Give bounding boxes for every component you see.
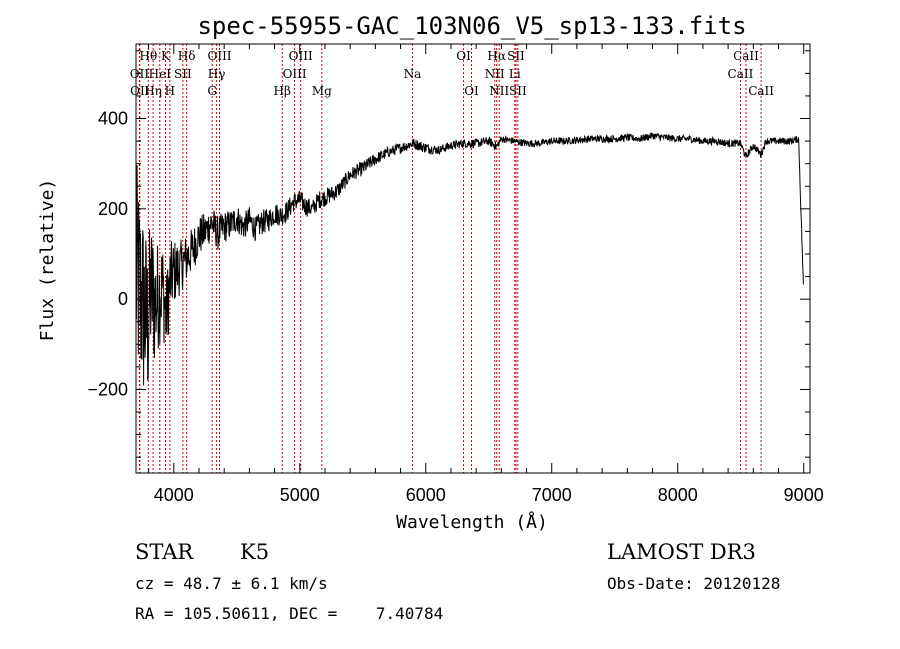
flux-series-line [135, 132, 804, 386]
spectral-line-labels: HθOIIOIIHηHeIKHSIIHδGHγOIIIHβOIIIOIIIMgN… [130, 49, 775, 98]
spectral-line-label: Li [509, 67, 521, 81]
y-tick-label: 200 [98, 199, 128, 219]
spectral-line-label: Hδ [178, 49, 196, 63]
object-class: STAR [135, 540, 194, 564]
spectral-line-label: SII [509, 84, 527, 98]
spectral-line-label: Mg [312, 84, 332, 98]
spectral-line-label: OIII [283, 67, 307, 81]
plot-frame [135, 43, 811, 474]
spectral-line-label: CaII [748, 84, 774, 98]
spectral-line-label: Hθ [139, 49, 157, 63]
spectral-line-label: OIII [289, 49, 313, 63]
redshift-readout: cz = 48.7 ± 6.1 km/s [135, 574, 328, 593]
x-tick-label: 9000 [784, 485, 824, 505]
spectral-line-label: G [207, 84, 217, 98]
spectral-line-label: Hβ [274, 84, 291, 98]
spectral-line-label: CaII [728, 67, 754, 81]
spectral-line-label: SII [507, 49, 525, 63]
coordinates: RA = 105.50611, DEC = 7.40784 [135, 604, 444, 623]
x-tick-label: 7000 [532, 485, 572, 505]
axes: 4000 5000 6000 7000 8000 9000 −200 0 200 400 [87, 43, 824, 505]
x-tick-label: 4000 [154, 485, 194, 505]
spectral-line-label: NII [489, 84, 509, 98]
spectral-line-label: SII [174, 67, 192, 81]
spectral-line-label: K [161, 49, 171, 63]
spectral-line-label: HeI [149, 67, 172, 81]
object-subclass: K5 [240, 540, 270, 564]
spectral-line-label: OII [130, 84, 150, 98]
y-axis-label: Flux (relative) [37, 179, 58, 342]
spectral-line-label: Hγ [208, 67, 226, 81]
spectral-line-label: H [165, 84, 175, 98]
x-tick-label: 6000 [406, 485, 446, 505]
y-tick-label: 400 [98, 109, 128, 129]
x-axis-label: Wavelength (Å) [396, 511, 548, 533]
spectral-line-label: Hη [144, 84, 162, 98]
spectral-line-label: NII [485, 67, 505, 81]
survey-name: LAMOST DR3 [607, 540, 756, 564]
spectral-line-label: OIII [207, 49, 231, 63]
y-tick-label: 0 [118, 289, 128, 309]
spectral-line-label: OI [464, 84, 479, 98]
spectral-line-label: OI [456, 49, 471, 63]
chart-title: spec-55955-GAC_103N06_V5_sp13-133.fits [197, 12, 746, 40]
spectral-line-label: Na [404, 67, 422, 81]
x-tick-label: 5000 [280, 485, 320, 505]
obs-date: Obs-Date: 20120128 [607, 574, 781, 593]
spectral-line-label: Hα [487, 49, 506, 63]
spectral-line-label: OII [130, 67, 150, 81]
x-tick-label: 8000 [658, 485, 698, 505]
spectral-line-label: CaII [733, 49, 759, 63]
spectral-line-markers [138, 44, 762, 473]
y-tick-label: −200 [87, 379, 128, 399]
